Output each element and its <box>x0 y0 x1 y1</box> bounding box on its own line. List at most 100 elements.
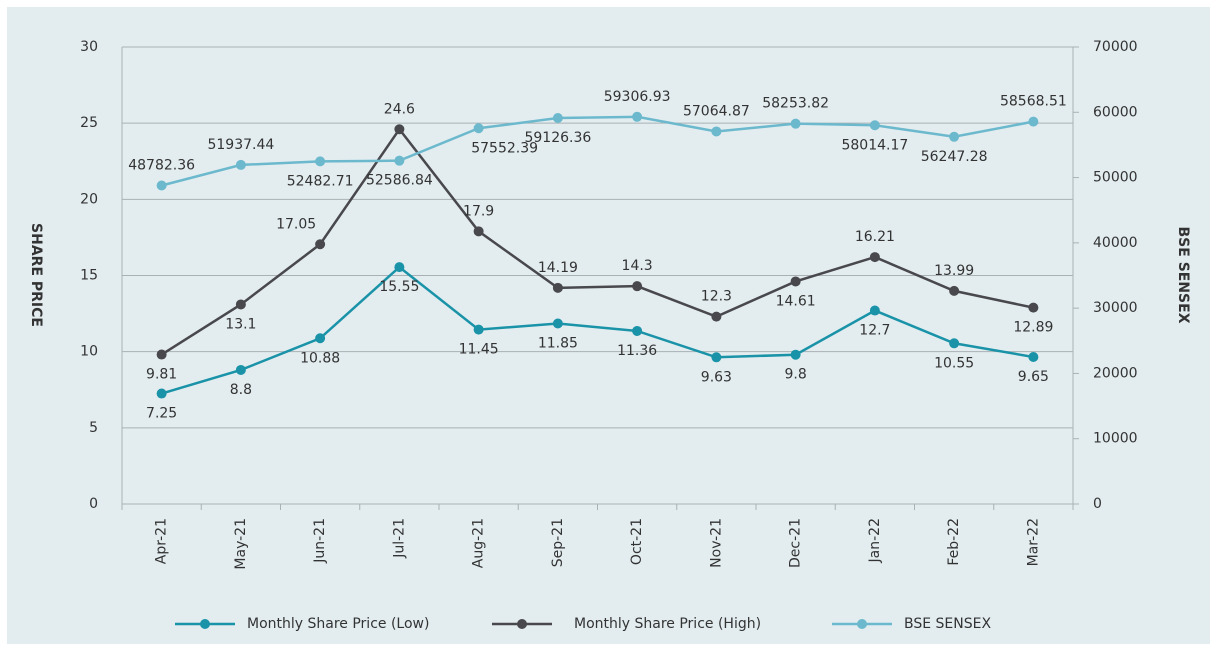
x-tick-label: Aug-21 <box>471 518 487 568</box>
data-point <box>473 123 484 134</box>
data-label: 58568.51 <box>1000 94 1067 110</box>
data-point <box>156 349 167 360</box>
data-point <box>473 324 484 335</box>
data-label: 12.89 <box>1013 320 1053 336</box>
x-tick-label: Oct-21 <box>629 518 645 565</box>
series-line <box>161 115 1034 187</box>
data-label: 14.61 <box>776 293 816 309</box>
data-point <box>315 333 326 344</box>
data-point <box>394 155 405 166</box>
y2-tick-label: 60000 <box>1093 104 1138 120</box>
data-label: 13.99 <box>934 263 974 279</box>
data-label: 11.85 <box>538 335 578 351</box>
data-point <box>949 131 960 142</box>
data-label: 9.8 <box>784 367 806 383</box>
y-tick-label: 30 <box>80 39 98 55</box>
y-tick-label: 15 <box>80 268 98 284</box>
x-tick-label: Jul-21 <box>391 518 407 559</box>
data-label: 52482.71 <box>287 173 354 189</box>
y2-axis-title: BSE SENSEX <box>1175 227 1191 324</box>
x-tick-label: Apr-21 <box>154 518 170 564</box>
data-point <box>949 285 960 296</box>
data-point <box>790 276 801 287</box>
data-point <box>711 352 722 363</box>
data-point <box>790 349 801 360</box>
x-tick-label: Jun-21 <box>312 518 328 564</box>
x-tick-label: May-21 <box>233 518 249 570</box>
data-label: 24.6 <box>384 101 415 117</box>
data-label: 14.19 <box>538 260 578 276</box>
y-axis-title: SHARE PRICE <box>28 223 44 327</box>
x-tick-label: Mar-22 <box>1025 518 1041 566</box>
data-point <box>869 305 880 316</box>
data-label: 57552.39 <box>471 140 538 156</box>
data-label: 16.21 <box>855 229 895 245</box>
data-point <box>156 388 167 399</box>
data-label: 51937.44 <box>207 137 274 153</box>
data-point <box>632 281 643 292</box>
data-point <box>156 180 167 191</box>
y-tick-label: 0 <box>89 496 98 512</box>
x-tick-label: Feb-22 <box>946 518 962 566</box>
data-point <box>711 311 722 322</box>
y2-tick-label: 70000 <box>1093 39 1138 55</box>
data-point <box>394 262 405 273</box>
data-label: 57064.87 <box>683 103 750 119</box>
data-point <box>869 252 880 263</box>
data-point <box>235 159 246 170</box>
data-label: 48782.36 <box>128 158 195 174</box>
y2-tick-label: 40000 <box>1093 235 1138 251</box>
data-label: 14.3 <box>622 258 653 274</box>
data-point <box>473 226 484 237</box>
series-line <box>160 127 1034 356</box>
data-label: 15.55 <box>379 279 419 295</box>
legend-marker <box>857 619 867 629</box>
x-tick-label: Nov-21 <box>708 518 724 568</box>
legend-marker <box>517 619 527 629</box>
data-label: 12.3 <box>701 289 732 305</box>
legend-marker <box>200 619 210 629</box>
data-point <box>869 120 880 131</box>
y-tick-label: 25 <box>80 115 98 131</box>
data-point <box>235 299 246 310</box>
data-point <box>1028 351 1039 362</box>
data-label: 13.1 <box>225 316 256 332</box>
data-point <box>552 318 563 329</box>
data-label: 17.9 <box>463 203 494 219</box>
data-point <box>790 118 801 129</box>
data-label: 58253.82 <box>762 96 829 112</box>
data-label: 10.88 <box>300 350 340 366</box>
data-label: 17.05 <box>276 216 316 232</box>
data-point <box>552 112 563 123</box>
y-tick-label: 20 <box>80 191 98 207</box>
data-label: 56247.28 <box>921 149 988 165</box>
legend-label: Monthly Share Price (High) <box>574 616 761 632</box>
data-label: 59306.93 <box>604 89 671 105</box>
data-label: 7.25 <box>146 406 177 422</box>
legend-label: Monthly Share Price (Low) <box>247 616 429 632</box>
y2-tick-label: 30000 <box>1093 300 1138 316</box>
data-point <box>552 282 563 293</box>
y2-tick-label: 0 <box>1093 496 1102 512</box>
y-tick-label: 10 <box>80 344 98 360</box>
y2-tick-label: 50000 <box>1093 170 1138 186</box>
data-point <box>1028 116 1039 127</box>
y2-tick-label: 10000 <box>1093 431 1138 447</box>
data-label: 11.36 <box>617 343 657 359</box>
data-label: 9.65 <box>1018 369 1049 385</box>
data-point <box>632 111 643 122</box>
series-line <box>161 265 1034 395</box>
y2-tick-label: 20000 <box>1093 365 1138 381</box>
x-tick-label: Sep-21 <box>550 518 566 567</box>
data-point <box>1028 302 1039 313</box>
data-point <box>235 364 246 375</box>
data-label: 58014.17 <box>841 137 908 153</box>
data-label: 9.63 <box>701 369 732 385</box>
data-label: 9.81 <box>146 367 177 383</box>
data-label: 12.7 <box>859 323 890 339</box>
data-label: 8.8 <box>230 382 252 398</box>
data-label: 52586.84 <box>366 173 433 189</box>
x-tick-label: Jan-22 <box>867 518 883 563</box>
data-point <box>315 156 326 167</box>
